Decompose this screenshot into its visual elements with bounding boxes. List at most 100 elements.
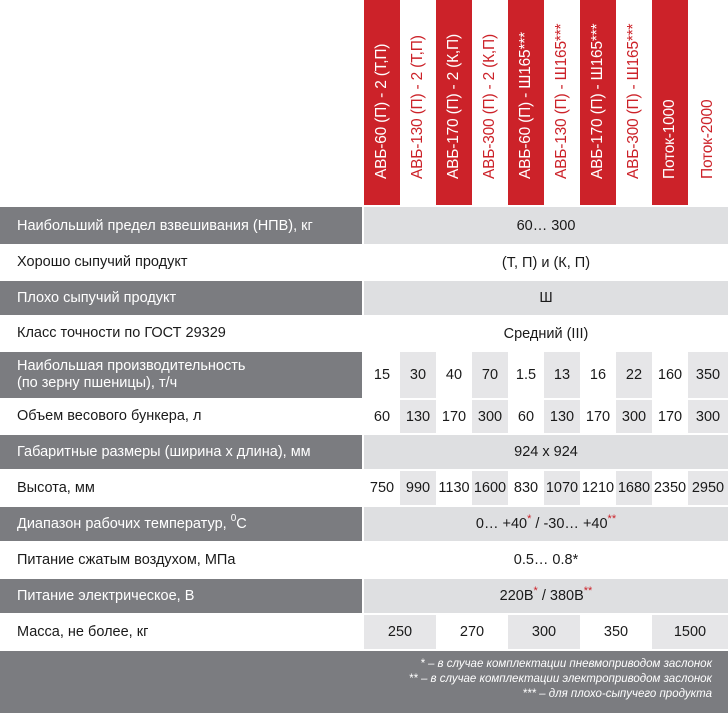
- row-value: 0.5… 0.8*: [513, 552, 579, 568]
- table-cell: 40: [445, 367, 463, 383]
- table-cell: 60: [373, 408, 391, 425]
- row-label: Хорошо сыпучий продукт: [0, 245, 362, 280]
- table-cell: 170: [585, 408, 611, 425]
- table-cell: 1680: [616, 470, 652, 506]
- asterisk-mark: **: [607, 513, 617, 525]
- table-row-mass: Масса, не более, кг 250 270 300 350 1500: [0, 614, 728, 650]
- table-cell: 16: [589, 367, 607, 383]
- table-cell: 130: [400, 399, 436, 434]
- table-cell: 30: [400, 351, 436, 399]
- table-row-poor-flow: Плохо сыпучий продукт Ш: [0, 280, 728, 316]
- value-part: / 380В: [537, 588, 584, 604]
- column-header-6: АВБ-130 (П) - Ш165***: [544, 0, 580, 205]
- footnotes: * – в случае комплектации пневмоприводом…: [0, 651, 728, 713]
- row-value: 220В * / 380В **: [364, 578, 728, 614]
- value-part: / -30… +40: [531, 516, 608, 532]
- column-header-label: АВБ-60 (П) - 2 (Т,П): [373, 43, 390, 179]
- table-cell: 300: [688, 399, 728, 434]
- column-header-label: АВБ-170 (П) - 2 (К,П): [445, 34, 462, 179]
- table-cell: 1500: [652, 614, 728, 650]
- row-value: (Т, П) и (К, П): [501, 254, 591, 271]
- row-label-text: Диапазон рабочих температур,: [17, 515, 227, 532]
- column-header-7: АВБ-170 (П) - Ш165***: [580, 0, 616, 205]
- row-label: Питание сжатым воздухом, МПа: [0, 542, 362, 578]
- row-label-line: (по зерну пшеницы), т/ч: [17, 375, 178, 391]
- table-cell: 350: [603, 624, 629, 640]
- table-cell: 990: [400, 470, 436, 506]
- row-value: 60… 300: [516, 218, 576, 234]
- row-label: Питание электрическое, В: [0, 578, 362, 614]
- row-value: Средний (III): [503, 325, 589, 342]
- row-label: Объем весового бункера, л: [0, 399, 362, 434]
- table-cell: 170: [441, 408, 467, 425]
- column-header-8: АВБ-300 (П) - Ш165***: [616, 0, 652, 205]
- table-cell: 60: [517, 408, 535, 425]
- row-label: Плохо сыпучий продукт: [0, 280, 362, 316]
- table-row-power: Питание электрическое, В 220В * / 380В **: [0, 578, 728, 614]
- column-header-9: Поток-1000: [652, 0, 688, 205]
- row-label: Наибольший предел взвешивания (НПВ), кг: [0, 207, 362, 245]
- table-row-npv: Наибольший предел взвешивания (НПВ), кг …: [0, 207, 728, 245]
- row-value: Ш: [539, 290, 553, 306]
- column-header-label: Поток-1000: [661, 99, 678, 179]
- table-cell: 1600: [472, 470, 508, 506]
- table-cell: 2350: [653, 480, 687, 496]
- table-cell: 1070: [544, 470, 580, 506]
- table-cell: 250: [364, 614, 436, 650]
- table-cell: 300: [508, 614, 580, 650]
- footnote: * – в случае комплектации пневмоприводом…: [420, 658, 712, 670]
- table-cell: 130: [544, 399, 580, 434]
- column-header-10: Поток-2000: [688, 0, 728, 205]
- table-cell: 1.5: [515, 367, 537, 383]
- table-cell: 300: [472, 399, 508, 434]
- row-label: Габаритные размеры (ширина х длина), мм: [0, 434, 362, 470]
- table-cell: 170: [657, 408, 683, 425]
- row-label-unit: С: [236, 515, 247, 532]
- table-row-dimensions: Габаритные размеры (ширина х длина), мм …: [0, 434, 728, 470]
- table-cell: 15: [373, 367, 391, 383]
- table-cell: 1210: [581, 480, 615, 496]
- column-header-label: АВБ-60 (П) - Ш165***: [517, 32, 534, 179]
- column-header-label: АВБ-170 (П) - Ш165***: [589, 23, 606, 179]
- table-cell: 1130: [438, 480, 470, 496]
- column-header-label: АВБ-300 (П) - Ш165***: [625, 23, 642, 179]
- row-label: Наибольшая производительность (по зерну …: [0, 351, 362, 399]
- table-cell: 13: [544, 351, 580, 399]
- footnote: ** – в случае комплектации электропривод…: [408, 673, 712, 685]
- column-header-label: АВБ-130 (П) - Ш165***: [553, 23, 570, 179]
- table-cell: 160: [657, 367, 683, 383]
- row-label: Класс точности по ГОСТ 29329: [0, 316, 362, 351]
- asterisk-mark: *: [527, 513, 532, 525]
- asterisk-mark: *: [533, 585, 538, 597]
- table-row-productivity: Наибольшая производительность (по зерну …: [0, 351, 728, 399]
- column-header-1: АВБ-60 (П) - 2 (Т,П): [364, 0, 400, 205]
- degree-superscript: 0: [230, 512, 237, 524]
- table-row-accuracy: Класс точности по ГОСТ 29329 Средний (II…: [0, 316, 728, 351]
- table-cell: 70: [472, 351, 508, 399]
- row-label: Высота, мм: [0, 470, 362, 506]
- table-cell: 2950: [688, 470, 728, 506]
- row-label: Масса, не более, кг: [0, 614, 362, 650]
- row-value: 924 х 924: [514, 444, 578, 460]
- column-header-label: АВБ-300 (П) - 2 (К,П): [481, 34, 498, 179]
- column-header-2: АВБ-130 (П) - 2 (Т,П): [400, 0, 436, 205]
- column-header-3: АВБ-170 (П) - 2 (К,П): [436, 0, 472, 205]
- table-row-bunker: Объем весового бункера, л 60 130 170 300…: [0, 399, 728, 434]
- footnote: *** – для плохо-сыпучего продукта: [522, 688, 712, 700]
- table-cell: 300: [616, 399, 652, 434]
- table-row-good-flow: Хорошо сыпучий продукт (Т, П) и (К, П): [0, 245, 728, 280]
- column-header-4: АВБ-300 (П) - 2 (К,П): [472, 0, 508, 205]
- asterisk-mark: **: [583, 585, 593, 597]
- table-row-air: Питание сжатым воздухом, МПа 0.5… 0.8*: [0, 542, 728, 578]
- table-cell: 750: [369, 480, 395, 496]
- column-header-5: АВБ-60 (П) - Ш165***: [508, 0, 544, 205]
- table-cell: 22: [616, 351, 652, 399]
- table-cell: 830: [513, 480, 539, 496]
- row-label-line: Наибольшая производительность: [17, 358, 246, 374]
- value-part: 0… +40: [475, 516, 528, 532]
- value-part: 220В: [499, 588, 534, 604]
- column-header-label: АВБ-130 (П) - 2 (Т,П): [409, 35, 426, 179]
- column-header-label: Поток-2000: [699, 99, 716, 179]
